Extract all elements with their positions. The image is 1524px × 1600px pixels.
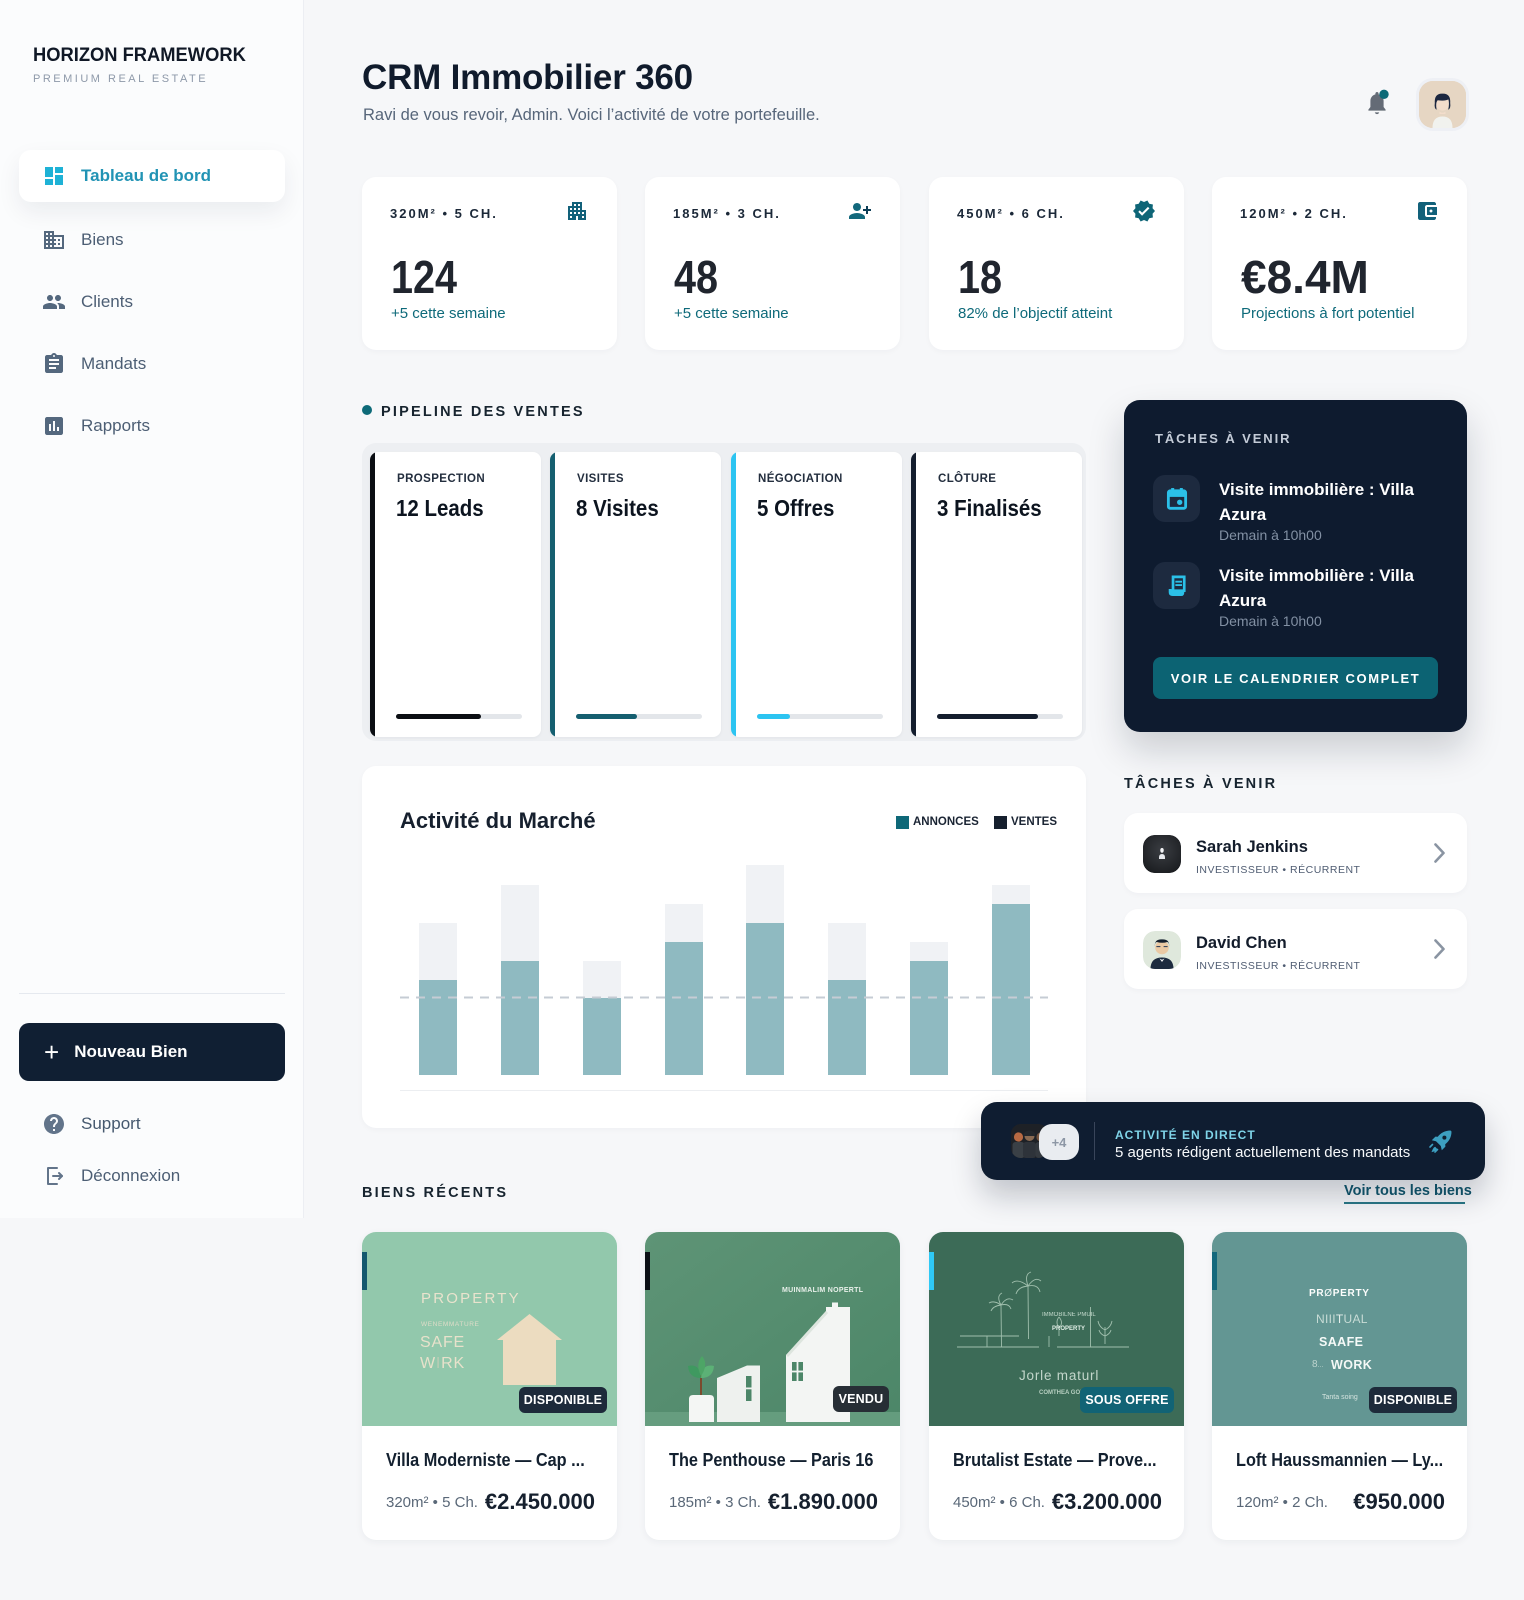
svg-text:COMTHEA GON: COMTHEA GON: [1039, 1390, 1084, 1396]
svg-text:MUINMALIM NOPERTL: MUINMALIM NOPERTL: [782, 1287, 864, 1294]
svg-text:Jorle maturl: Jorle maturl: [1019, 1368, 1099, 1383]
svg-text:IMMOBILNE PMUIL: IMMOBILNE PMUIL: [1042, 1312, 1096, 1318]
svg-text:PROPERTY: PROPERTY: [1052, 1326, 1085, 1332]
